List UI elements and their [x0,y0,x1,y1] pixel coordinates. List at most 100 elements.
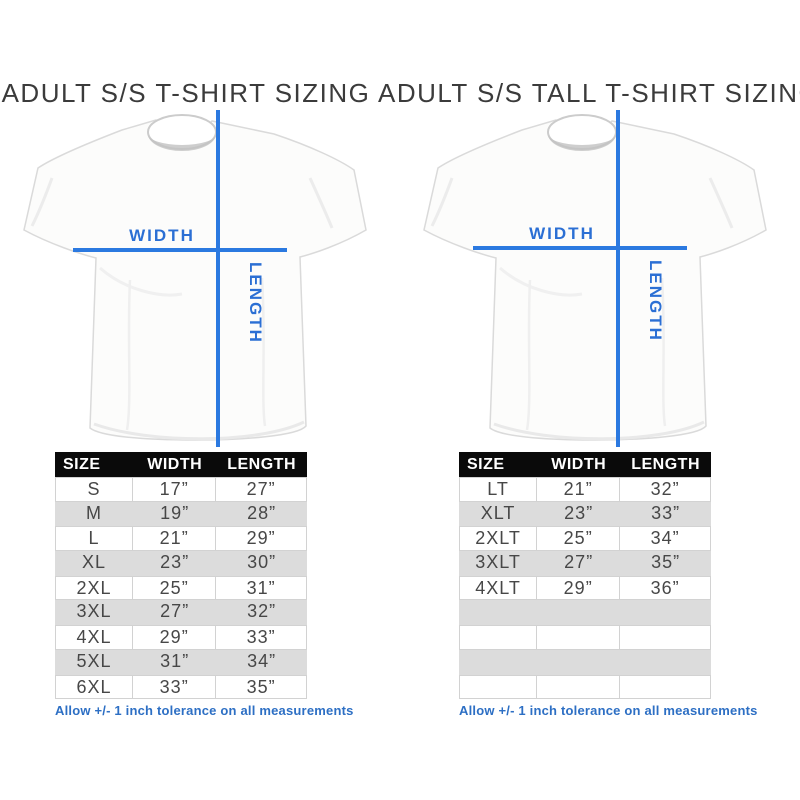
width-cell: 23” [564,502,594,523]
width-cell: 21” [537,477,621,502]
table-header-row: SIZE WIDTH LENGTH [459,452,711,477]
right-shirt-diagram: WIDTH LENGTH [410,108,780,453]
wrinkle-line [430,177,454,227]
width-cell [537,674,621,700]
width-label: WIDTH [129,226,195,245]
wrinkle-line [525,279,532,431]
wrinkle-line [30,177,54,227]
length-cell: 35” [216,674,307,700]
table-row: 4XLT 29” 36” [459,575,711,601]
size-cell: 3XLT [475,552,521,573]
length-cell: 33” [651,502,681,523]
width-measure-line [73,248,287,252]
size-cell: LT [459,477,538,502]
length-cell: 34” [620,526,711,552]
width-cell: 27” [160,601,190,622]
size-cell: 5XL [76,650,112,671]
width-cell: 25” [133,575,217,601]
wrinkle-line [308,177,334,229]
size-cell [459,674,538,700]
table-header-row: SIZE WIDTH LENGTH [55,452,307,477]
table-row: L 21” 29” [55,526,307,552]
wrinkle-line [660,277,667,427]
wrinkle-line [260,277,267,427]
table-row: LT 21” 32” [459,477,711,502]
width-label: WIDTH [529,224,595,243]
size-cell [459,600,537,625]
wrinkle-line [708,177,734,229]
table-row: 3XL 27” 32” [55,600,307,626]
length-cell [620,600,711,625]
size-cell: 4XLT [459,575,538,601]
width-cell: 29” [537,575,621,601]
length-cell [620,674,711,700]
width-cell: 21” [133,526,217,552]
tshirt-body-shape [23,119,367,441]
length-cell: 34” [247,650,277,671]
length-label: LENGTH [246,262,265,344]
header-length: LENGTH [227,455,297,473]
length-cell: 32” [620,477,711,502]
length-cell: 32” [247,601,277,622]
size-cell: 2XLT [459,526,538,552]
left-size-table: SIZE WIDTH LENGTH S 17” 27” M 19” 28” L … [55,452,307,700]
size-cell [459,625,538,650]
width-cell: 31” [160,650,190,671]
width-cell: 19” [160,502,190,523]
width-cell: 23” [160,552,190,573]
size-cell: 4XL [55,625,134,650]
table-row-empty [459,649,711,675]
size-cell [459,650,537,675]
size-cell: 6XL [55,674,134,700]
hem-shadow [493,420,705,441]
length-cell: 36” [620,575,711,601]
header-width: WIDTH [147,455,203,473]
width-cell [537,600,620,625]
size-cell: 2XL [55,575,134,601]
header-size: SIZE [63,455,101,473]
size-cell: 3XL [76,601,112,622]
wrinkle-line [125,279,132,431]
length-cell [620,625,711,650]
table-row: 3XLT 27” 35” [459,551,711,576]
width-cell: 27” [564,552,594,573]
width-cell [537,650,620,675]
width-cell: 25” [537,526,621,552]
collar-shadow [148,134,216,151]
length-measure-line [616,110,620,447]
length-cell: 30” [247,552,277,573]
table-row: 4XL 29” 33” [55,625,307,650]
width-measure-line [473,246,687,250]
left-shirt-diagram: WIDTH LENGTH [10,108,380,453]
length-cell [620,650,711,675]
width-cell: 33” [133,674,217,700]
collar-shadow [548,134,616,151]
length-measure-line [216,110,220,447]
length-cell: 29” [216,526,307,552]
table-row: 2XL 25” 31” [55,575,307,601]
length-cell: 31” [216,575,307,601]
width-cell [537,625,621,650]
wrinkle-line [499,266,583,297]
table-row: S 17” 27” [55,477,307,502]
length-cell: 33” [216,625,307,650]
size-cell: XLT [480,502,516,523]
header-size: SIZE [467,455,505,473]
tshirt-body-shape [423,119,767,441]
table-row: 2XLT 25” 34” [459,526,711,552]
table-row-empty [459,674,711,700]
right-panel-title: ADULT S/S TALL T-SHIRT SIZING [378,78,800,108]
size-cell: S [55,477,134,502]
length-cell: 35” [651,552,681,573]
size-cell: XL [82,552,107,573]
hem-shadow [93,420,305,441]
length-cell: 27” [216,477,307,502]
right-size-table: SIZE WIDTH LENGTH LT 21” 32” XLT 23” 33”… [459,452,711,700]
table-row-empty [459,625,711,650]
tshirt-illustration: WIDTH LENGTH [23,110,367,447]
left-panel-title: ADULT S/S T-SHIRT SIZING [1,78,371,108]
left-tolerance-note: Allow +/- 1 inch tolerance on all measur… [55,703,354,718]
table-row: XLT 23” 33” [459,501,711,527]
table-row-empty [459,600,711,626]
